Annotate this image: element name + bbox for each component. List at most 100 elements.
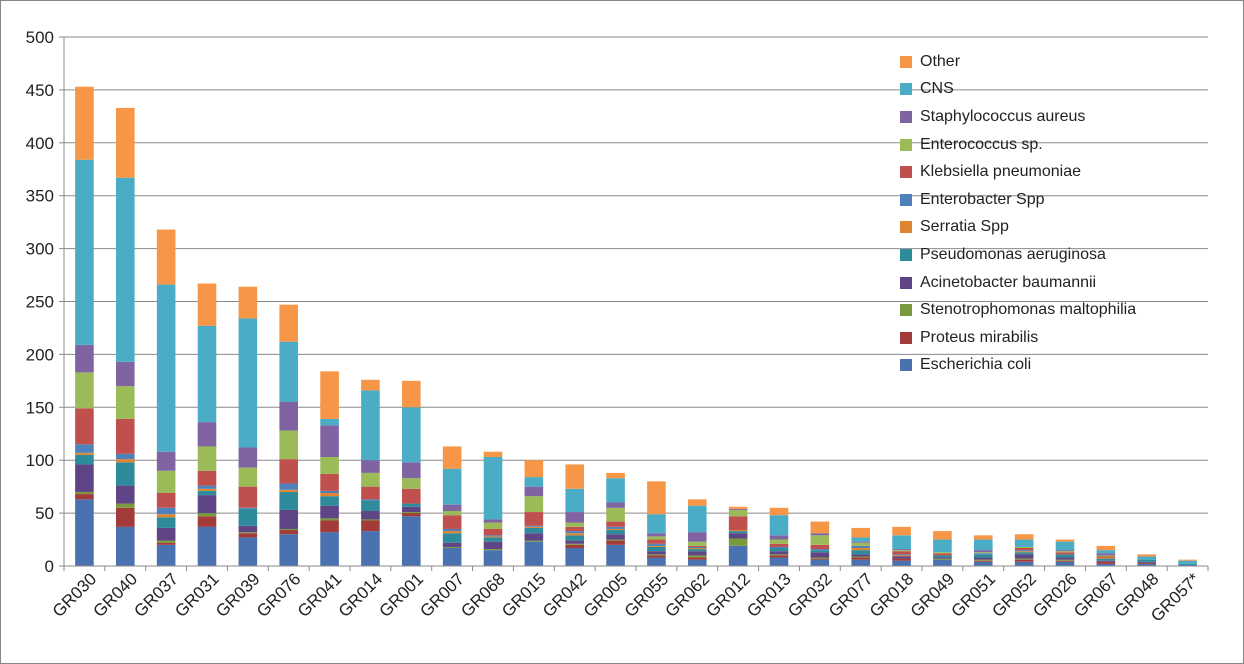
bar-stack-gr042	[565, 464, 585, 566]
bar-segment	[524, 540, 544, 542]
bar-segment	[892, 550, 911, 552]
bar-segment	[851, 542, 871, 546]
bar-stack-gr039	[238, 286, 258, 566]
bar-segment	[483, 519, 503, 523]
x-tick-label: GR076	[253, 569, 305, 621]
bar-segment	[851, 537, 871, 542]
bar-segment	[565, 512, 585, 523]
bar-segment	[156, 451, 176, 471]
bar-segment	[320, 496, 339, 506]
x-tick-label: GR031	[171, 569, 223, 621]
bar-segment	[115, 453, 135, 460]
bar-segment	[115, 386, 135, 419]
bar-segment	[320, 492, 339, 497]
y-tick-label: 100	[26, 451, 54, 470]
bar-segment	[1178, 564, 1197, 566]
legend-swatch	[900, 138, 912, 151]
bar-segment	[238, 467, 258, 487]
bar-segment	[279, 489, 299, 492]
bar-stack-gr007	[442, 446, 462, 566]
bar-segment	[769, 551, 789, 555]
bar-segment	[606, 539, 625, 541]
bar-segment	[361, 379, 380, 391]
legend-item: Pseudomonas aeruginosa	[900, 241, 1136, 269]
bar-segment	[156, 470, 176, 493]
x-tick-label: GR012	[702, 569, 754, 621]
bar-segment	[647, 557, 666, 566]
bar-segment	[1096, 555, 1116, 557]
bar-segment	[156, 507, 176, 515]
x-tick-label: GR062	[662, 569, 714, 621]
bar-segment	[606, 472, 625, 479]
bar-segment	[892, 554, 911, 556]
bar-segment	[1178, 559, 1197, 561]
bar-segment	[687, 548, 707, 550]
bar-segment	[115, 507, 135, 527]
x-tick-label: GR018	[866, 569, 918, 621]
bar-segment	[279, 483, 299, 490]
bar-segment	[361, 460, 380, 473]
bar-segment	[279, 402, 299, 431]
bar-stack-gr076	[279, 304, 299, 566]
bar-segment	[687, 551, 707, 556]
bar-segment	[606, 507, 625, 522]
bar-segment	[647, 545, 666, 547]
bar-segment	[401, 506, 421, 513]
bar-segment	[687, 532, 707, 542]
bar-segment	[728, 508, 748, 510]
bar-segment	[687, 555, 707, 558]
legend-item: Staphylococcus aureus	[900, 103, 1136, 131]
bar-segment	[361, 531, 380, 566]
bar-segment	[1096, 556, 1116, 558]
bar-segment	[892, 526, 911, 536]
bar-stack-gr030	[75, 86, 94, 566]
bar-segment	[728, 538, 748, 546]
bar-segment	[75, 452, 94, 455]
bar-segment	[1137, 556, 1157, 560]
bar-segment	[647, 481, 666, 515]
bar-segment	[524, 541, 544, 566]
bar-segment	[156, 514, 176, 518]
bar-stack-gr062	[687, 499, 707, 566]
legend-label: Enterococcus sp.	[920, 135, 1043, 153]
bar-segment	[810, 559, 830, 566]
y-tick-label: 350	[26, 187, 54, 206]
legend-swatch	[900, 276, 912, 289]
bar-stack-gr049	[933, 531, 952, 566]
bar-segment	[320, 371, 339, 419]
bar-segment	[1055, 554, 1075, 558]
bar-segment	[769, 539, 789, 544]
bar-stack-gr013	[769, 507, 789, 566]
bar-segment	[728, 509, 748, 517]
bar-segment	[851, 554, 871, 557]
bar-segment	[606, 502, 625, 508]
bar-stack-gr040	[115, 107, 135, 566]
y-axis-ticks: 0 50 100 150 200 250 300 350 400 450 500	[26, 28, 64, 576]
bar-segment	[75, 491, 94, 495]
bar-segment	[1014, 552, 1034, 555]
bar-segment	[75, 86, 94, 160]
bar-segment	[115, 459, 135, 463]
bar-segment	[973, 559, 993, 561]
bar-segment	[197, 513, 217, 517]
bar-segment	[769, 548, 789, 552]
bar-segment	[647, 539, 666, 544]
bar-segment	[197, 325, 217, 423]
bar-segment	[115, 361, 135, 387]
bar-segment	[401, 488, 421, 504]
bar-segment	[565, 488, 585, 513]
x-tick-label: GR015	[498, 569, 550, 621]
bar-segment	[1178, 560, 1197, 564]
bar-segment	[279, 509, 299, 529]
bar-segment	[973, 560, 993, 562]
bar-segment	[810, 544, 830, 550]
bar-segment	[892, 556, 911, 559]
bar-segment	[606, 544, 625, 566]
bar-segment	[197, 495, 217, 514]
legend-swatch	[900, 55, 912, 68]
bar-segment	[75, 159, 94, 345]
bar-segment	[1014, 548, 1034, 551]
bar-segment	[728, 506, 748, 509]
bar-segment	[320, 490, 339, 493]
